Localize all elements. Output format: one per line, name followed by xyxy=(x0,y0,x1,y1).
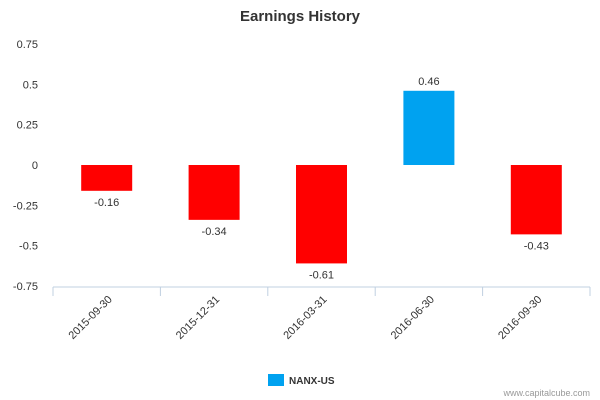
bars: -0.16 -0.34 -0.61 0.46 -0.43 xyxy=(81,76,562,281)
y-tick-label: 0.5 xyxy=(23,79,38,91)
y-tick-label: 0 xyxy=(32,160,38,172)
bar[interactable] xyxy=(81,165,133,191)
y-tick-label: -0.75 xyxy=(13,281,38,293)
credit-text[interactable]: www.capitalcube.com xyxy=(502,388,590,398)
y-axis: 0.75 0.5 0.25 0 -0.25 -0.5 -0.75 xyxy=(13,39,38,293)
y-tick-label: -0.25 xyxy=(13,200,38,212)
y-tick-label: 0.75 xyxy=(17,39,38,51)
data-label: -0.43 xyxy=(524,240,549,252)
y-tick-label: -0.5 xyxy=(19,241,38,253)
bar[interactable] xyxy=(296,165,347,264)
data-label: 0.46 xyxy=(418,76,439,88)
bar[interactable] xyxy=(510,165,562,235)
x-axis: 2015-09-30 2015-12-31 2016-03-31 2016-06-30… xyxy=(52,286,591,342)
legend: NANX-US xyxy=(268,374,335,387)
legend-swatch xyxy=(268,374,284,386)
data-label: -0.34 xyxy=(202,226,227,238)
x-tick-label: 2015-09-30 xyxy=(67,294,115,342)
x-tick-label: 2016-09-30 xyxy=(496,294,544,342)
legend-label[interactable]: NANX-US xyxy=(289,376,335,387)
chart-title: Earnings History xyxy=(240,8,361,25)
data-label: -0.16 xyxy=(94,197,119,209)
x-tick-label: 2016-03-31 xyxy=(281,294,329,342)
bar[interactable] xyxy=(403,90,455,165)
x-tick-label: 2016-06-30 xyxy=(389,294,437,342)
data-label: -0.61 xyxy=(309,269,334,281)
y-tick-label: 0.25 xyxy=(17,120,38,132)
x-tick-label: 2015-12-31 xyxy=(174,294,222,342)
bar[interactable] xyxy=(188,165,240,220)
